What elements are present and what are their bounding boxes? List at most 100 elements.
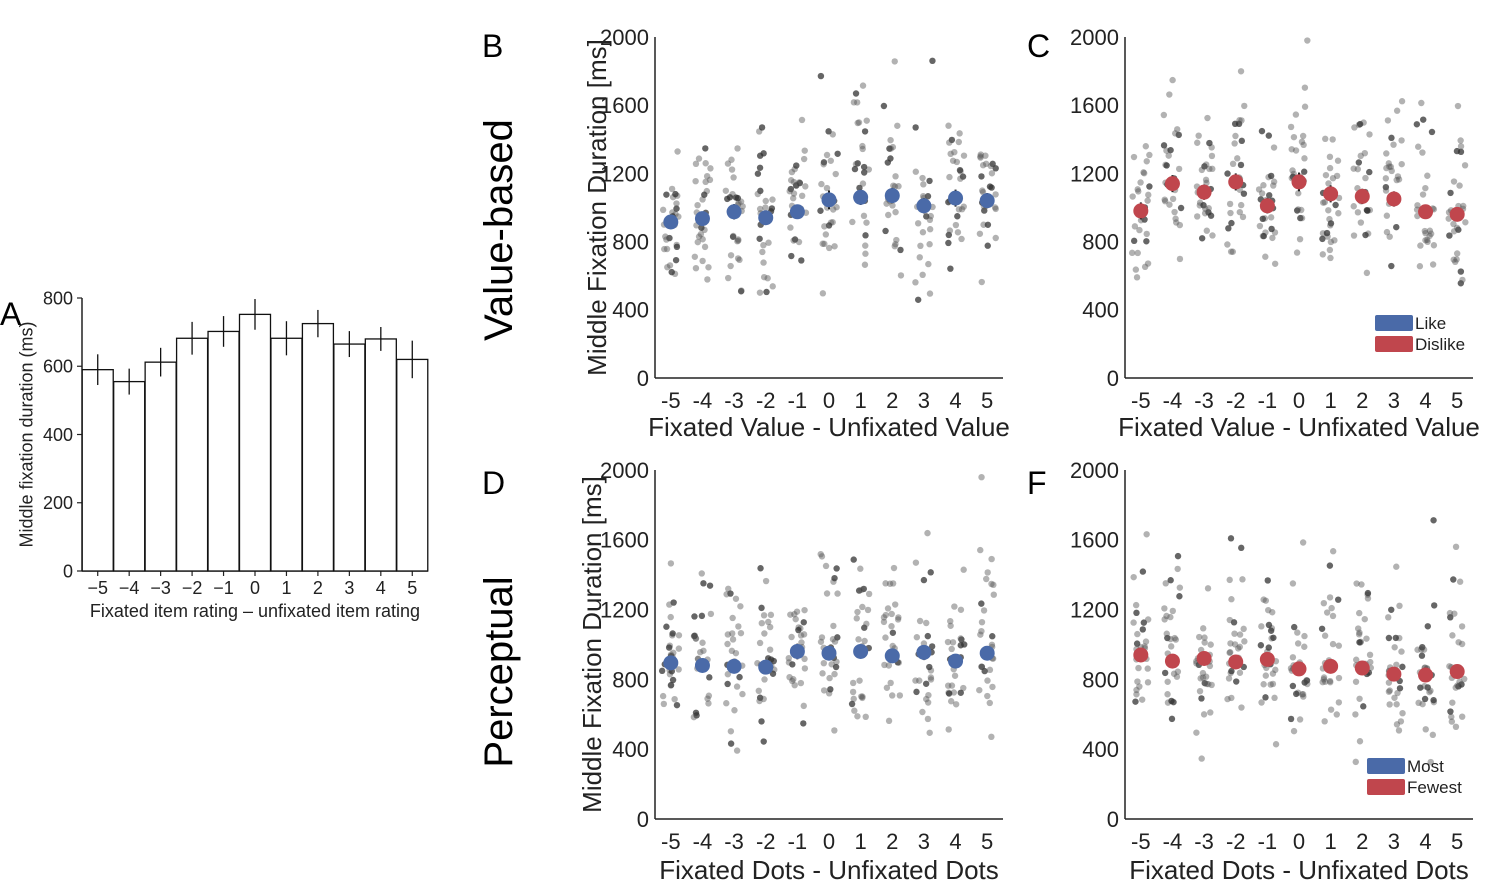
subject-dot-D — [675, 645, 683, 652]
subject-dot-D — [737, 603, 744, 610]
subject-dot-D — [829, 636, 837, 643]
y-tick-label-F: 400 — [1082, 737, 1119, 762]
subject-dot-B — [926, 216, 934, 224]
subject-dot-B — [854, 119, 861, 127]
subject-dot-F — [1269, 670, 1277, 677]
subject-dot-B — [798, 257, 805, 264]
subject-dot-C — [1209, 165, 1216, 173]
legend-label-F: Fewest — [1407, 778, 1462, 797]
subject-dot-F — [1449, 632, 1456, 639]
subject-dot-C — [1453, 250, 1461, 257]
subject-dot-F — [1240, 625, 1247, 633]
subject-dot-F — [1303, 676, 1310, 684]
subject-dot-F — [1301, 632, 1308, 640]
subject-dot-D — [923, 619, 930, 627]
subject-dot-D — [693, 712, 700, 719]
subject-dot-C — [1419, 149, 1426, 156]
subject-dot-F — [1293, 690, 1300, 698]
bar-A — [270, 337, 303, 572]
subject-dot-D — [988, 580, 995, 588]
bar-A — [238, 313, 272, 572]
subject-dot-F — [1265, 644, 1272, 651]
mean-point-B — [916, 198, 932, 214]
subject-dot-F — [1272, 666, 1279, 674]
subject-dot-F — [1233, 678, 1240, 685]
subject-dot-B — [662, 233, 669, 240]
subject-dot-D — [820, 687, 828, 694]
subject-dot-D — [988, 733, 995, 741]
subject-dot-C — [1319, 199, 1327, 206]
subject-dot-B — [946, 173, 953, 181]
subject-dot-B — [919, 174, 926, 182]
subject-dot-D — [669, 676, 677, 684]
subject-dot-F — [1447, 708, 1454, 715]
subject-dot-F — [1458, 623, 1466, 630]
subject-dot-C — [1393, 107, 1401, 114]
subject-dot-F — [1424, 684, 1431, 691]
subject-dot-B — [926, 226, 934, 233]
subject-dot-B — [701, 191, 708, 198]
x-tick-label-F: 1 — [1325, 829, 1337, 854]
subject-dot-D — [736, 673, 743, 681]
subject-dot-D — [801, 665, 809, 672]
subject-dot-C — [1459, 276, 1466, 284]
subject-dot-F — [1228, 667, 1235, 675]
y-tick-label-A: 400 — [43, 425, 73, 445]
subject-dot-D — [978, 663, 985, 670]
subject-dot-B — [787, 177, 795, 184]
subject-dot-F — [1418, 652, 1426, 659]
subject-dot-C — [1453, 147, 1461, 155]
mean-point-B — [663, 214, 679, 230]
subject-dot-F — [1241, 638, 1248, 645]
subject-dot-B — [887, 136, 894, 144]
subject-dot-D — [733, 683, 741, 690]
subject-dot-B — [825, 244, 833, 252]
subject-dot-B — [862, 250, 869, 257]
x-axis-label-A: Fixated item rating – unfixated item rat… — [90, 601, 420, 621]
subject-dot-F — [1238, 544, 1245, 552]
subject-dot-C — [1299, 132, 1307, 140]
subject-dot-F — [1294, 640, 1302, 647]
subject-dot-D — [834, 590, 841, 597]
subject-dot-B — [929, 57, 936, 65]
subject-dot-F — [1430, 696, 1437, 704]
subject-dot-C — [1357, 219, 1365, 226]
subject-dot-C — [1335, 210, 1342, 217]
subject-dot-F — [1200, 711, 1208, 718]
x-tick-label-C: -3 — [1194, 388, 1214, 413]
subject-dot-D — [896, 692, 904, 699]
subject-dot-C — [1424, 172, 1431, 179]
subject-dot-D — [926, 663, 933, 671]
subject-dot-D — [691, 613, 698, 620]
subject-dot-B — [885, 211, 892, 219]
subject-dot-D — [660, 700, 668, 708]
subject-dot-B — [728, 166, 736, 173]
subject-dot-C — [1268, 225, 1275, 233]
subject-dot-B — [863, 117, 870, 124]
subject-dot-D — [727, 728, 735, 735]
subject-dot-B — [986, 183, 994, 190]
subject-dot-D — [666, 601, 673, 608]
subject-dot-C — [1172, 130, 1179, 137]
subject-dot-D — [884, 605, 892, 612]
subject-dot-D — [984, 569, 991, 576]
subject-dot-D — [675, 666, 682, 673]
subject-dot-F — [1326, 677, 1334, 685]
subject-dot-D — [850, 556, 857, 563]
subject-dot-D — [924, 699, 932, 706]
subject-dot-D — [667, 560, 675, 567]
subject-dot-B — [947, 150, 954, 158]
subject-dot-D — [944, 638, 952, 646]
subject-dot-C — [1198, 166, 1206, 174]
subject-dot-B — [764, 275, 771, 282]
subject-dot-C — [1450, 256, 1457, 263]
subject-dot-C — [1231, 140, 1238, 147]
subject-dot-D — [861, 637, 868, 645]
subject-dot-F — [1198, 695, 1205, 702]
subject-dot-B — [796, 179, 803, 186]
subject-dot-D — [978, 628, 985, 635]
y-tick-label-C: 0 — [1107, 366, 1119, 391]
subject-dot-C — [1419, 191, 1427, 198]
subject-dot-C — [1304, 37, 1311, 44]
subject-dot-B — [664, 263, 671, 271]
